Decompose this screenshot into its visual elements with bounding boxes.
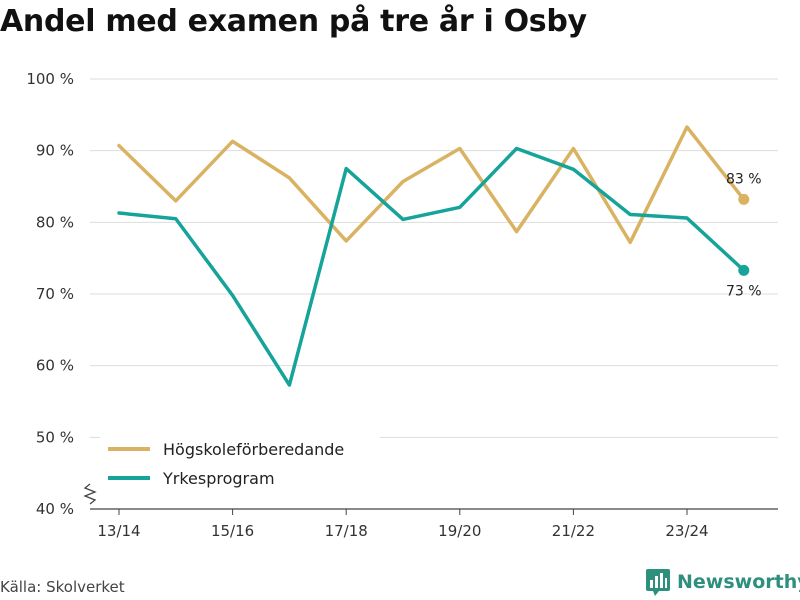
series-line-1 [117, 125, 746, 245]
x-tick-label: 17/18 [325, 522, 368, 540]
y-tick-label: 90 % [36, 142, 74, 160]
legend-label: Högskoleförberedande [163, 440, 344, 459]
x-axis: 13/14 15/16 17/18 19/20 21/22 23/24 [83, 483, 778, 540]
y-tick-label: 60 % [36, 357, 74, 375]
y-tick-label: 50 % [36, 428, 74, 446]
series-line-2 [117, 146, 746, 387]
x-tick-label: 15/16 [211, 522, 254, 540]
x-tick-label: 23/24 [665, 522, 708, 540]
y-tick-label: 70 % [36, 285, 74, 303]
legend-background [100, 433, 380, 495]
legend: Högskoleförberedande Yrkesprogram [100, 433, 380, 495]
y-tick-label: 100 % [26, 70, 74, 88]
end-value-label: 73 % [726, 283, 762, 299]
end-point-marker [738, 264, 750, 276]
data-labels: 83 % 73 % [726, 171, 762, 299]
end-value-label: 83 % [726, 171, 762, 187]
brand-name: Newsworthy [677, 571, 800, 593]
x-tick-label: 13/14 [97, 522, 140, 540]
brand-logo: Newsworthy [645, 568, 800, 596]
series-lines [117, 125, 750, 387]
x-tick-label: 19/20 [438, 522, 481, 540]
source-note: Källa: Skolverket [0, 578, 125, 596]
y-tick-label: 80 % [36, 213, 74, 231]
x-tick-label: 21/22 [552, 522, 595, 540]
chart-title: Andel med examen på tre år i Osby [0, 4, 587, 39]
grid-lines [90, 78, 778, 438]
bar-chart-logo-icon [646, 569, 670, 596]
legend-label: Yrkesprogram [162, 469, 275, 488]
y-tick-label: 40 % [36, 500, 74, 518]
axis-break-icon [83, 483, 97, 505]
y-axis-ticks: 40 % 50 % 60 % 70 % 80 % 90 % 100 % [26, 70, 74, 518]
end-point-marker [738, 193, 750, 205]
